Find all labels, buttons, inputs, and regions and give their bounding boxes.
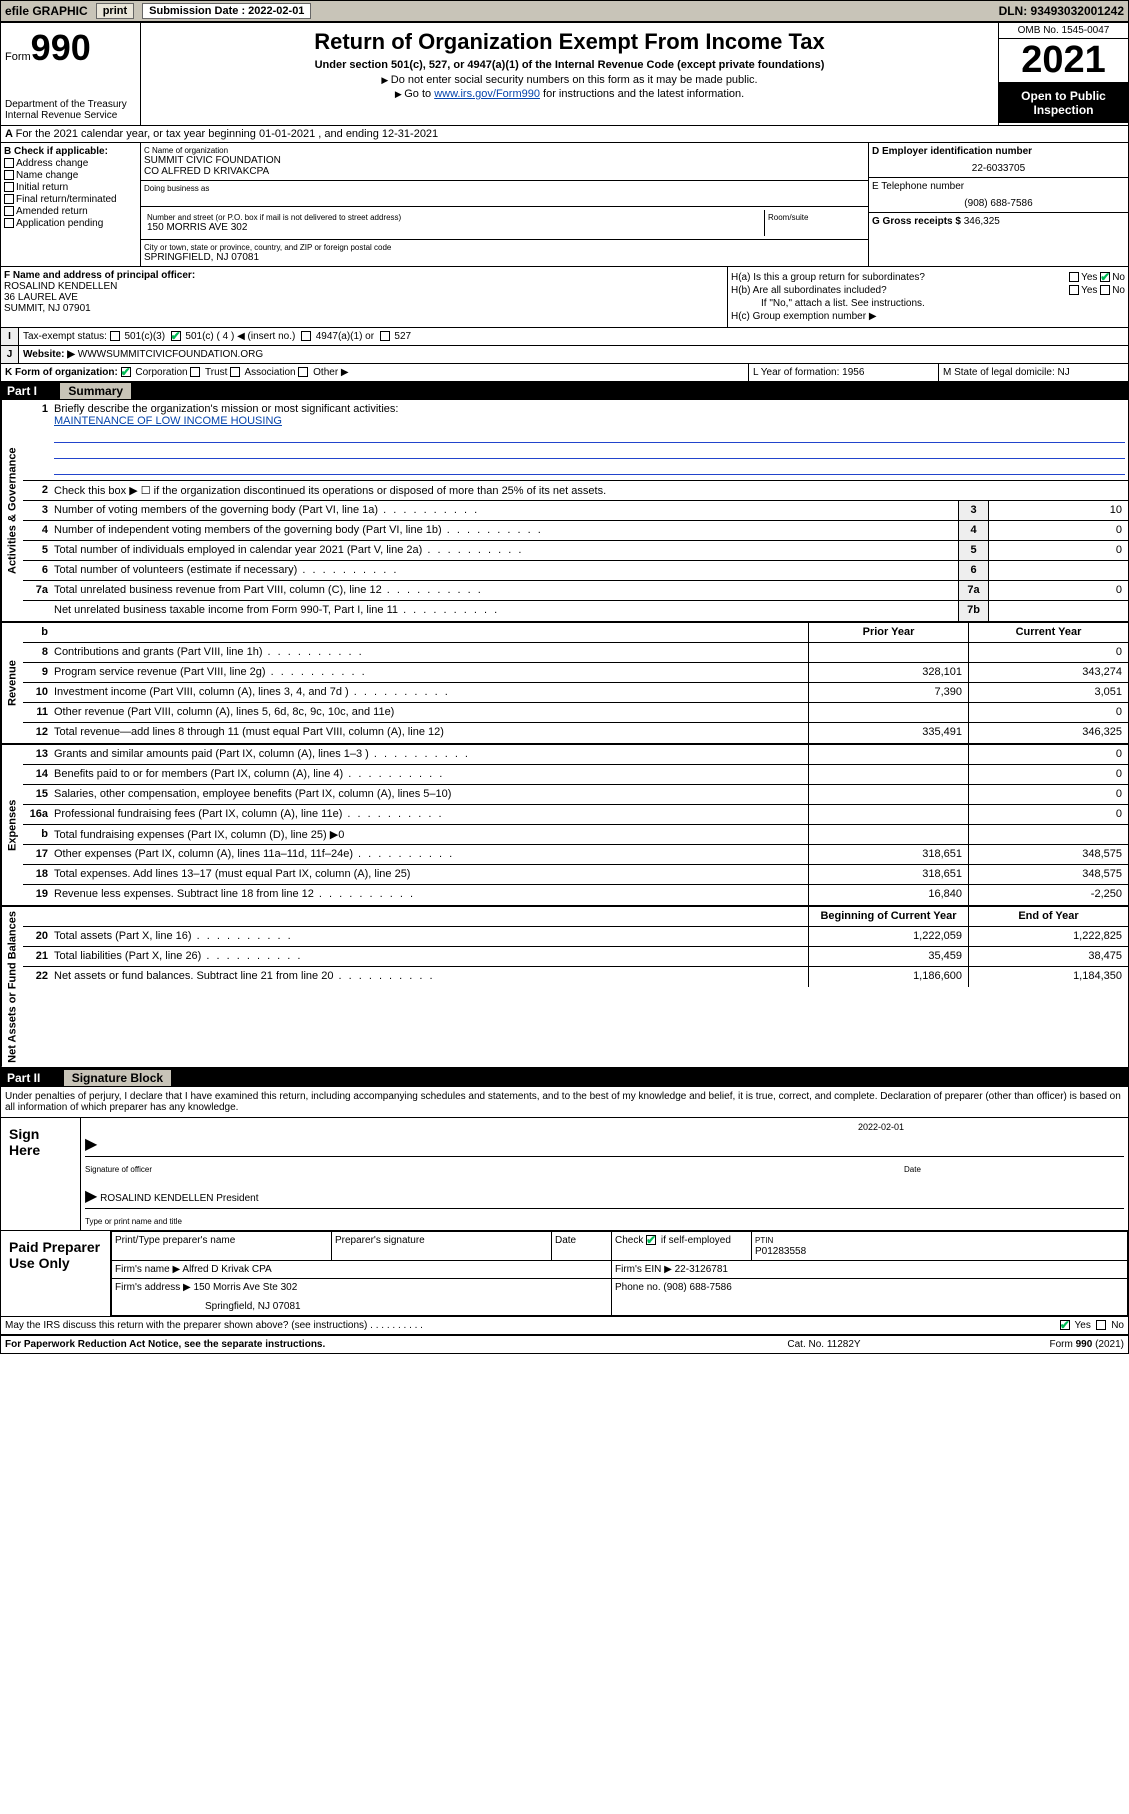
addr-value: 150 MORRIS AVE 302 — [147, 222, 761, 233]
chk-self-employed[interactable] — [646, 1235, 656, 1245]
chk-final-return[interactable] — [4, 194, 14, 204]
chk-may-yes[interactable] — [1060, 1320, 1070, 1330]
city-value: SPRINGFIELD, NJ 07081 — [144, 252, 865, 263]
chk-ha-yes[interactable] — [1069, 272, 1079, 282]
vlabel-netassets: Net Assets or Fund Balances — [1, 907, 23, 1067]
row-klm: K Form of organization: Corporation Trus… — [1, 364, 1128, 382]
vlabel-expenses: Expenses — [1, 745, 23, 905]
chk-amended-return[interactable] — [4, 206, 14, 216]
ein-label: D Employer identification number — [872, 146, 1032, 157]
row-a-tax-year: A For the 2021 calendar year, or tax yea… — [1, 126, 1128, 143]
activities-section: Activities & Governance 1 Briefly descri… — [1, 400, 1128, 623]
chk-name-change[interactable] — [4, 170, 14, 180]
row-j-website: J Website: ▶ WWWSUMMITCIVICFOUNDATION.OR… — [1, 346, 1128, 364]
section-bcd: B Check if applicable: Address change Na… — [1, 143, 1128, 267]
ssn-note: Do not enter social security numbers on … — [145, 74, 994, 86]
page-footer: For Paperwork Reduction Act Notice, see … — [1, 1335, 1128, 1353]
part2-header: Part II Signature Block — [1, 1069, 1128, 1087]
chk-may-no[interactable] — [1096, 1320, 1106, 1330]
ein-value: 22-6033705 — [872, 163, 1125, 174]
form-prefix: Form — [5, 51, 31, 63]
chk-application-pending[interactable] — [4, 218, 14, 228]
org-name-2: CO ALFRED D KRIVAKCPA — [144, 166, 865, 177]
form-title: Return of Organization Exempt From Incom… — [145, 29, 994, 55]
col-d-ein-tel: D Employer identification number 22-6033… — [868, 143, 1128, 266]
gross-value: 346,325 — [964, 216, 1000, 227]
header-center: Return of Organization Exempt From Incom… — [141, 23, 998, 125]
year-formation: L Year of formation: 1956 — [748, 364, 938, 381]
col-h-group: H(a) Is this a group return for subordin… — [728, 267, 1128, 327]
dept-irs: Internal Revenue Service — [5, 110, 136, 121]
print-button[interactable]: print — [96, 3, 134, 19]
netassets-section: Net Assets or Fund Balances Beginning of… — [1, 907, 1128, 1069]
room-label: Room/suite — [768, 213, 862, 222]
irs-link[interactable]: www.irs.gov/Form990 — [434, 88, 540, 100]
form-number: 990 — [31, 27, 91, 68]
expenses-section: Expenses 13Grants and similar amounts pa… — [1, 745, 1128, 907]
dln-label: DLN: 93493032001242 — [999, 4, 1124, 18]
col-b-checkboxes: B Check if applicable: Address change Na… — [1, 143, 141, 266]
revenue-section: Revenue bPrior YearCurrent Year 8Contrib… — [1, 623, 1128, 745]
penalties-text: Under penalties of perjury, I declare th… — [1, 1087, 1128, 1118]
city-label: City or town, state or province, country… — [144, 243, 865, 252]
form-subtitle: Under section 501(c), 527, or 4947(a)(1)… — [145, 59, 994, 71]
part1-header: Part I Summary — [1, 382, 1128, 400]
submission-date: Submission Date : 2022-02-01 — [142, 3, 311, 19]
form-990: Form990 Department of the Treasury Inter… — [0, 22, 1129, 1354]
dept-treasury: Department of the Treasury — [5, 99, 136, 110]
row-i-tax-exempt: I Tax-exempt status: 501(c)(3) 501(c) ( … — [1, 328, 1128, 346]
chk-trust[interactable] — [190, 367, 200, 377]
col-f-officer: F Name and address of principal officer:… — [1, 267, 728, 327]
chk-501c3[interactable] — [110, 331, 120, 341]
open-to-public: Open to Public Inspection — [999, 83, 1128, 123]
chk-address-change[interactable] — [4, 158, 14, 168]
col-c-org-info: C Name of organization SUMMIT CIVIC FOUN… — [141, 143, 868, 266]
org-name-label: C Name of organization — [144, 146, 865, 155]
may-discuss: May the IRS discuss this return with the… — [5, 1320, 1060, 1331]
vlabel-revenue: Revenue — [1, 623, 23, 743]
chk-initial-return[interactable] — [4, 182, 14, 192]
vlabel-activities: Activities & Governance — [1, 400, 23, 621]
addr-label: Number and street (or P.O. box if mail i… — [147, 213, 761, 222]
chk-corp[interactable] — [121, 367, 131, 377]
omb-number: OMB No. 1545-0047 — [999, 23, 1128, 39]
preparer-table: Print/Type preparer's name Preparer's si… — [111, 1231, 1128, 1316]
chk-527[interactable] — [380, 331, 390, 341]
chk-hb-no[interactable] — [1100, 285, 1110, 295]
chk-other[interactable] — [298, 367, 308, 377]
tel-label: E Telephone number — [872, 181, 1125, 192]
chk-ha-no[interactable] — [1100, 272, 1110, 282]
paid-preparer-label: Paid Preparer Use Only — [1, 1231, 111, 1316]
mission-text: MAINTENANCE OF LOW INCOME HOUSING — [54, 415, 282, 427]
section-fh: F Name and address of principal officer:… — [1, 267, 1128, 328]
header-right: OMB No. 1545-0047 2021 Open to Public In… — [998, 23, 1128, 125]
org-name-1: SUMMIT CIVIC FOUNDATION — [144, 155, 865, 166]
signature-section: Sign Here 2022-02-01 ▶ Signature of offi… — [1, 1118, 1128, 1335]
dba-label: Doing business as — [144, 184, 865, 193]
goto-note: Go to www.irs.gov/Form990 for instructio… — [145, 88, 994, 100]
tax-year: 2021 — [999, 39, 1128, 83]
chk-hb-yes[interactable] — [1069, 285, 1079, 295]
chk-4947[interactable] — [301, 331, 311, 341]
efile-label: efile GRAPHIC — [5, 4, 88, 18]
tel-value: (908) 688-7586 — [872, 198, 1125, 209]
header-left: Form990 Department of the Treasury Inter… — [1, 23, 141, 125]
chk-501c[interactable] — [171, 331, 181, 341]
sign-here-label: Sign Here — [1, 1118, 81, 1230]
top-toolbar: efile GRAPHIC print Submission Date : 20… — [0, 0, 1129, 22]
state-domicile: M State of legal domicile: NJ — [938, 364, 1128, 381]
chk-assoc[interactable] — [230, 367, 240, 377]
form-header: Form990 Department of the Treasury Inter… — [1, 23, 1128, 126]
gross-label: G Gross receipts $ — [872, 216, 961, 227]
